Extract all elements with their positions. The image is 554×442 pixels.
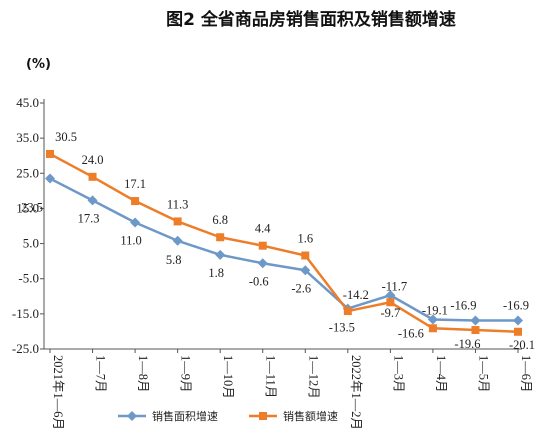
x-tick-label: 1—4月: [434, 355, 448, 393]
series-line-sales-growth: [49, 152, 519, 334]
y-tick-label: 35.0: [16, 130, 39, 145]
x-tick-label: 1—3月: [391, 355, 405, 393]
y-tick-label: 5.0: [23, 236, 39, 251]
data-point: [427, 314, 438, 325]
data-label: 30.5: [55, 130, 77, 144]
data-label: -16.9: [450, 299, 476, 313]
data-point: [513, 315, 523, 326]
data-point: [215, 249, 226, 260]
x-tick-label: 2022年1—2月: [349, 355, 363, 430]
data-label: 4.4: [255, 222, 271, 236]
data-point: [470, 315, 481, 326]
data-label: -16.9: [503, 299, 529, 313]
data-label: 1.8: [208, 266, 224, 280]
series-lines: [49, 152, 519, 334]
series-markers: [45, 149, 523, 336]
data-label: 17.1: [124, 177, 146, 191]
data-point: [514, 327, 522, 336]
data-point: [216, 233, 225, 242]
x-tick-label: 1—7月: [94, 355, 108, 393]
data-label: -11.7: [382, 279, 408, 293]
data-label: 11.0: [120, 233, 141, 247]
data-point: [300, 265, 311, 276]
x-tick-label: 1—8月: [136, 355, 150, 393]
data-point: [385, 290, 396, 301]
data-labels: 23.5 17.3 11.0 5.8 1.8 -0.6 -2.6 -13.5 -9.7 -16.6…: [21, 130, 535, 352]
data-point: [131, 197, 140, 206]
legend-marker: [127, 411, 137, 421]
x-tick-label: 1—5月: [476, 355, 490, 393]
x-tick-label: 2021年1—6月: [51, 355, 65, 430]
data-point: [301, 251, 310, 260]
data-label: 6.8: [212, 213, 228, 227]
y-unit-label: (%): [26, 57, 51, 72]
x-tick-label: 1—11月: [264, 355, 278, 398]
data-label: -19.6: [454, 337, 480, 351]
y-tick-label: 15.0: [16, 200, 39, 215]
data-label: 24.0: [82, 153, 104, 167]
y-tick-label: 45.0: [16, 95, 39, 110]
data-point: [87, 195, 98, 206]
series-line-area-growth: [49, 177, 518, 322]
x-tick-label: 1—12月: [306, 355, 320, 399]
data-label: -0.6: [249, 274, 269, 288]
y-tick-label: -25.0: [12, 341, 39, 356]
data-point: [172, 235, 183, 246]
legend-label: 销售额增速: [283, 409, 338, 423]
legend: 销售面积增速 销售额增速: [118, 409, 338, 423]
axes: [40, 99, 522, 353]
data-point: [46, 149, 54, 158]
data-point: [130, 217, 141, 228]
data-point: [88, 172, 97, 181]
data-label: 5.8: [166, 253, 182, 267]
data-point: [386, 298, 395, 307]
data-label: -19.1: [422, 303, 448, 317]
data-point: [343, 307, 352, 316]
data-point: [173, 217, 182, 226]
y-tick-label: -5.0: [18, 271, 39, 286]
data-label: -16.6: [398, 326, 424, 340]
x-tick-label: 1—6月: [519, 355, 533, 393]
data-label: 17.3: [78, 211, 100, 225]
x-tick-labels: 2021年1—6月 1—7月 1—8月 1—9月 1—10月 1—11月 1—12月 2022…: [51, 355, 533, 430]
legend-marker: [259, 412, 267, 420]
data-label: -2.6: [291, 281, 311, 295]
data-label: -14.2: [343, 288, 369, 302]
x-tick-label: 1—10月: [221, 355, 235, 399]
data-point: [471, 326, 480, 335]
data-point: [428, 324, 437, 333]
data-label: -13.5: [329, 321, 355, 335]
data-point: [45, 173, 55, 184]
data-label: -20.1: [509, 338, 535, 352]
data-label: 11.3: [167, 197, 188, 211]
data-point: [257, 258, 268, 269]
legend-label: 销售面积增速: [152, 409, 218, 423]
data-label: 23.5: [21, 201, 43, 215]
data-point: [258, 241, 267, 250]
data-label: 1.6: [297, 232, 313, 246]
x-tick-label: 1—9月: [179, 355, 193, 393]
y-tick-label: 25.0: [16, 165, 39, 180]
y-tick-labels: 45.0 35.0 25.0 15.0 5.0 -5.0 -15.0 -25.0: [12, 95, 39, 356]
y-tick-label: -15.0: [12, 306, 39, 321]
chart-title: 图2 全省商品房销售面积及销售额增速: [166, 9, 456, 30]
data-label: -9.7: [380, 306, 400, 320]
